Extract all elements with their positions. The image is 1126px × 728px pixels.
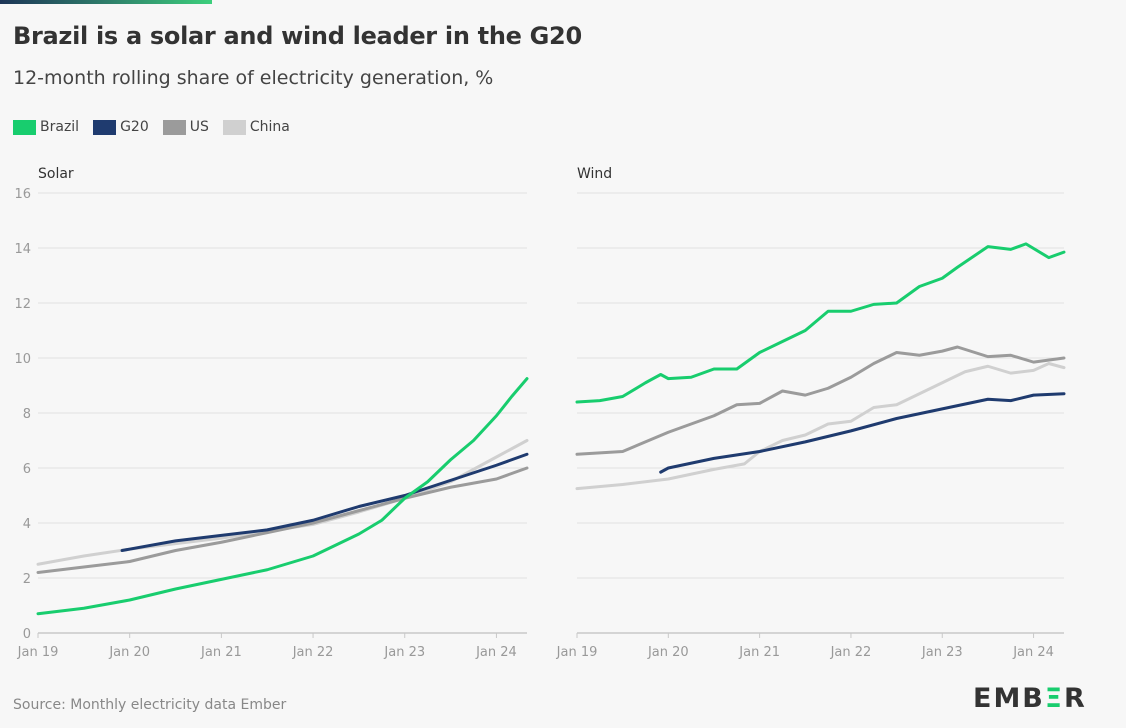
legend-item-china[interactable]: China: [222, 119, 290, 135]
x-tick-label: Jan 19: [17, 645, 59, 660]
x-tick-label: Jan 24: [1012, 645, 1054, 660]
legend-label: Brazil: [40, 119, 80, 135]
series-line-g20-wind: [659, 392, 1066, 474]
chart-subtitle: 12-month rolling share of electricity ge…: [13, 67, 494, 89]
x-tick-label: Jan 20: [108, 645, 150, 660]
x-tick-label: Jan 19: [556, 645, 598, 660]
legend-swatch: [222, 119, 246, 135]
x-tick-label: Jan 21: [738, 645, 780, 660]
y-tick-label: 16: [14, 187, 31, 202]
series-line-brazil-wind: [575, 242, 1066, 404]
ember-logo: EMBΞR: [973, 683, 1087, 714]
y-tick-label: 10: [14, 352, 31, 367]
legend-item-brazil[interactable]: Brazil: [13, 119, 79, 135]
legend-item-us[interactable]: US: [162, 119, 209, 135]
panel-title: Solar: [38, 166, 74, 182]
source-note: Source: Monthly electricity data Ember: [13, 697, 287, 713]
y-tick-label: 2: [23, 572, 31, 587]
accent-bar: [0, 0, 212, 4]
legend-swatch: [93, 119, 117, 135]
y-tick-label: 12: [14, 297, 31, 312]
series-line-china-wind: [575, 362, 1066, 491]
panel-title: Wind: [577, 166, 612, 182]
series-line-brazil-solar: [36, 377, 529, 616]
series-line-g20-solar: [120, 452, 529, 552]
series-line-us-solar: [36, 466, 529, 574]
chart-title: Brazil is a solar and wind leader in the…: [13, 22, 582, 50]
x-tick-label: Jan 22: [830, 645, 872, 660]
x-tick-label: Jan 21: [200, 645, 242, 660]
legend-swatch: [162, 119, 186, 135]
series-line-us-wind: [575, 345, 1066, 456]
legend-label: G20: [120, 119, 149, 135]
y-tick-label: 8: [23, 407, 31, 422]
x-tick-label: Jan 23: [383, 645, 425, 660]
y-tick-label: 0: [23, 627, 31, 642]
x-tick-label: Jan 24: [475, 645, 517, 660]
y-tick-label: 6: [23, 462, 31, 477]
legend-item-g20[interactable]: G20: [93, 119, 149, 135]
y-tick-label: 4: [23, 517, 31, 532]
legend: Brazil G20 US China: [13, 119, 290, 135]
x-tick-label: Jan 23: [921, 645, 963, 660]
legend-label: US: [189, 119, 209, 135]
legend-swatch: [13, 119, 36, 135]
x-tick-label: Jan 22: [292, 645, 334, 660]
y-tick-label: 14: [14, 242, 31, 257]
legend-label: China: [249, 119, 290, 135]
x-tick-label: Jan 20: [647, 645, 689, 660]
